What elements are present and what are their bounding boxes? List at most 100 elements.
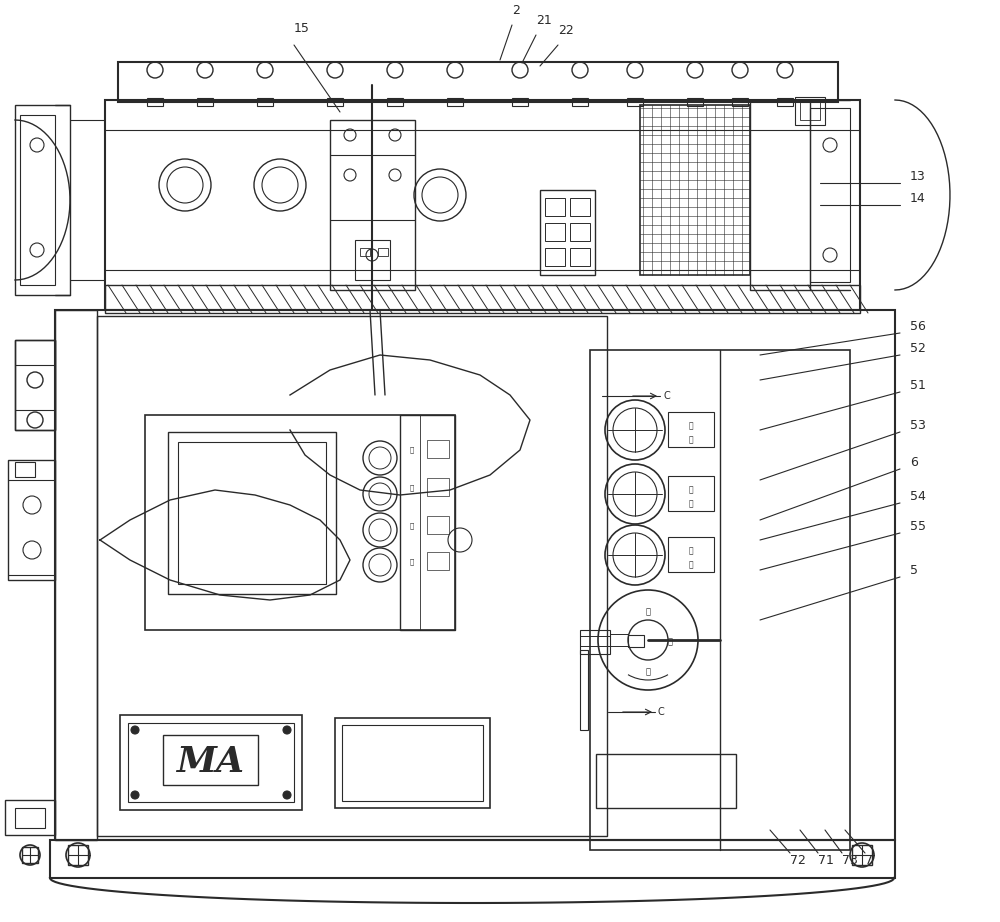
Text: 停: 停: [689, 547, 693, 555]
Bar: [800, 102, 820, 120]
Bar: [68, 845, 88, 865]
Bar: [570, 198, 590, 216]
Bar: [105, 100, 860, 310]
Bar: [580, 650, 588, 730]
Bar: [777, 98, 793, 106]
Bar: [128, 723, 294, 802]
Text: 超: 超: [410, 559, 414, 565]
Bar: [178, 442, 326, 584]
Bar: [120, 715, 302, 810]
Bar: [55, 310, 97, 840]
Bar: [197, 98, 213, 106]
Text: 22: 22: [558, 23, 574, 37]
Text: 15: 15: [294, 21, 310, 34]
Bar: [400, 415, 455, 630]
Bar: [360, 248, 370, 256]
Text: 72: 72: [790, 854, 806, 867]
Bar: [427, 478, 449, 496]
Text: 2: 2: [512, 4, 520, 17]
Text: 停: 停: [410, 446, 414, 454]
Bar: [50, 840, 895, 878]
Bar: [327, 98, 343, 106]
Bar: [750, 100, 810, 290]
Bar: [572, 98, 588, 106]
Circle shape: [131, 791, 139, 799]
Bar: [627, 98, 643, 106]
Bar: [570, 248, 590, 266]
Bar: [545, 198, 565, 216]
Text: 温: 温: [689, 500, 693, 509]
Bar: [15, 462, 35, 477]
Bar: [640, 105, 750, 275]
Bar: [20, 115, 55, 285]
Text: 14: 14: [910, 192, 926, 205]
Bar: [387, 98, 403, 106]
Bar: [852, 845, 872, 865]
Bar: [427, 440, 449, 458]
Circle shape: [131, 726, 139, 734]
Bar: [795, 97, 825, 125]
Bar: [596, 754, 736, 808]
Text: 反: 反: [646, 668, 650, 677]
Bar: [55, 310, 895, 840]
Bar: [732, 98, 748, 106]
Bar: [342, 725, 483, 801]
Text: 停: 停: [668, 637, 673, 646]
Text: 13: 13: [910, 170, 926, 183]
Bar: [427, 552, 449, 570]
Text: 正: 正: [646, 608, 650, 617]
Text: MA: MA: [176, 745, 244, 779]
Bar: [335, 718, 490, 808]
Text: 7: 7: [865, 854, 873, 867]
Text: 变: 变: [689, 421, 693, 431]
Text: 6: 6: [910, 455, 918, 468]
Bar: [545, 223, 565, 241]
Bar: [15, 340, 55, 430]
Text: 5: 5: [910, 563, 918, 576]
Bar: [330, 120, 415, 290]
Bar: [687, 98, 703, 106]
Bar: [118, 62, 838, 102]
Bar: [168, 432, 336, 594]
Bar: [163, 735, 258, 785]
Text: 进: 进: [410, 485, 414, 491]
Bar: [378, 248, 388, 256]
Bar: [610, 634, 628, 646]
Bar: [628, 635, 644, 647]
Bar: [512, 98, 528, 106]
Bar: [580, 630, 610, 654]
Text: 21: 21: [536, 14, 552, 27]
Text: 56: 56: [910, 320, 926, 333]
Bar: [97, 316, 607, 836]
Bar: [668, 537, 714, 572]
Bar: [5, 800, 55, 835]
Circle shape: [283, 791, 291, 799]
Bar: [22, 847, 38, 863]
Text: 53: 53: [910, 419, 926, 431]
Bar: [540, 190, 595, 275]
Text: C: C: [658, 707, 665, 717]
Bar: [15, 808, 45, 828]
Bar: [355, 240, 390, 280]
Text: 52: 52: [910, 341, 926, 354]
Circle shape: [283, 726, 291, 734]
Bar: [147, 98, 163, 106]
Bar: [145, 415, 455, 630]
Bar: [668, 476, 714, 511]
Bar: [105, 285, 860, 313]
Text: 慢: 慢: [410, 523, 414, 529]
Bar: [8, 460, 55, 580]
Text: 高: 高: [689, 486, 693, 494]
Text: 51: 51: [910, 379, 926, 392]
Text: 止: 止: [689, 561, 693, 570]
Bar: [427, 516, 449, 534]
Text: 54: 54: [910, 490, 926, 502]
Text: 73: 73: [842, 854, 858, 867]
Bar: [545, 248, 565, 266]
Text: 定: 定: [689, 435, 693, 444]
Bar: [590, 350, 850, 850]
Bar: [257, 98, 273, 106]
Bar: [15, 105, 70, 295]
Bar: [810, 108, 850, 282]
Bar: [15, 340, 55, 430]
